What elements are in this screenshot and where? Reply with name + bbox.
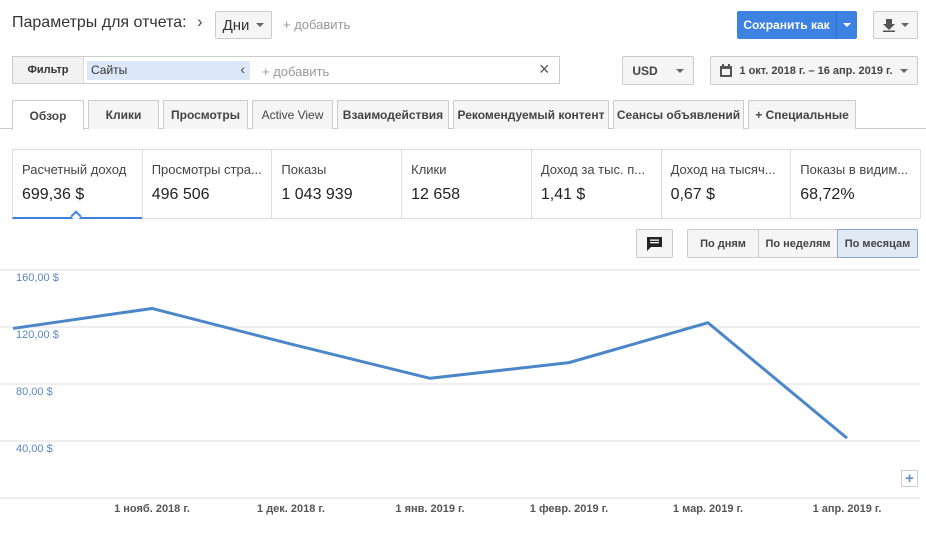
metric-value: 0,67 $ bbox=[670, 186, 716, 203]
y-tick-label: 120,00 $ bbox=[16, 329, 59, 341]
x-tick-label: 1 мар. 2019 г. bbox=[673, 503, 743, 515]
add-filter[interactable]: + добавить bbox=[262, 64, 330, 79]
date-range-label: 1 окт. 2018 г. – 16 апр. 2019 г. bbox=[739, 64, 893, 77]
currency-dropdown[interactable]: USD bbox=[622, 56, 694, 85]
tab[interactable]: Клики bbox=[88, 100, 159, 129]
metric-value: 699,36 $ bbox=[22, 186, 85, 203]
save-as-button[interactable]: Сохранить как bbox=[737, 11, 836, 39]
x-tick-label: 1 дек. 2018 г. bbox=[257, 503, 325, 515]
metric-label: Просмотры стра... bbox=[151, 162, 262, 177]
data-line bbox=[12, 306, 848, 440]
period-dropdown[interactable]: Дни bbox=[215, 11, 272, 39]
metric-value: 12 658 bbox=[411, 186, 461, 203]
chart: 40,00 $ 80,00 $ 120,00 $ 160,00 $ 1 нояб. 20… bbox=[0, 269, 920, 515]
metric-label: Доход на тысяч... bbox=[670, 162, 776, 177]
comment-icon bbox=[647, 236, 662, 251]
y-tick-label: 40,00 $ bbox=[16, 443, 53, 455]
annotation-button[interactable] bbox=[636, 229, 673, 258]
x-tick-label: 1 апр. 2019 г. bbox=[813, 503, 882, 515]
chip-label: Сайты bbox=[91, 63, 128, 77]
metric-value: 1 043 939 bbox=[281, 186, 353, 203]
chevron: › bbox=[197, 12, 203, 31]
granularity-button[interactable]: По неделям bbox=[758, 229, 838, 258]
tab[interactable]: Active View bbox=[252, 100, 333, 129]
calendar-icon bbox=[720, 64, 733, 77]
granularity-button[interactable]: По месяцам bbox=[837, 229, 918, 258]
add-param[interactable]: + добавить bbox=[283, 17, 351, 32]
filter-box bbox=[12, 56, 560, 84]
tab[interactable]: Сеансы объявлений bbox=[613, 100, 744, 129]
filter-chip[interactable]: Сайты ‹ bbox=[87, 61, 250, 80]
filter-label: Фильтр bbox=[13, 57, 84, 83]
metric-card[interactable]: Клики 12 658 bbox=[401, 149, 532, 219]
metric-card[interactable]: Расчетный доход 699,36 $ bbox=[12, 149, 143, 219]
metric-card[interactable]: Показы в видим... 68,72% bbox=[790, 149, 921, 219]
download-icon bbox=[882, 18, 895, 32]
currency-label: USD bbox=[632, 63, 658, 78]
report-params-title: Параметры для отчета: bbox=[12, 14, 187, 31]
metric-label: Показы в видим... bbox=[800, 162, 909, 177]
x-tick-label: 1 февр. 2019 г. bbox=[530, 503, 608, 515]
metric-card[interactable]: Доход на тысяч... 0,67 $ bbox=[660, 149, 792, 219]
metric-value: 496 506 bbox=[151, 186, 210, 203]
y-tick-label: 160,00 $ bbox=[16, 272, 59, 284]
zoom-button[interactable]: + bbox=[901, 470, 918, 487]
tab[interactable]: Взаимодействия bbox=[337, 100, 449, 129]
date-range-dropdown[interactable]: 1 окт. 2018 г. – 16 апр. 2019 г. bbox=[710, 56, 918, 85]
metric-card[interactable]: Доход за тыс. п... 1,41 $ bbox=[530, 149, 662, 219]
tab[interactable]: Просмотры bbox=[163, 100, 248, 129]
tab[interactable]: Обзор bbox=[12, 100, 84, 130]
metric-label: Расчетный доход bbox=[22, 162, 127, 177]
metric-label: Клики bbox=[411, 162, 447, 177]
download-button[interactable] bbox=[873, 11, 918, 39]
x-tick-label: 1 нояб. 2018 г. bbox=[114, 503, 190, 515]
tab[interactable]: + Специальные bbox=[748, 100, 856, 129]
metric-value: 68,72% bbox=[800, 186, 855, 203]
tab[interactable]: Рекомендуемый контент bbox=[453, 100, 609, 129]
clear-filter[interactable]: × bbox=[539, 59, 550, 79]
period-label: Дни bbox=[222, 16, 250, 34]
y-tick-label: 80,00 $ bbox=[16, 386, 53, 398]
metric-value: 1,41 $ bbox=[540, 186, 586, 203]
metric-card[interactable]: Показы 1 043 939 bbox=[271, 149, 403, 219]
granularity-button[interactable]: По дням bbox=[687, 229, 759, 258]
save-menu[interactable] bbox=[836, 11, 857, 39]
metric-label: Доход за тыс. п... bbox=[540, 162, 646, 177]
metric-label: Показы bbox=[281, 162, 327, 177]
x-tick-label: 1 янв. 2019 г. bbox=[395, 503, 464, 515]
metric-card[interactable]: Просмотры стра... 496 506 bbox=[141, 149, 273, 219]
